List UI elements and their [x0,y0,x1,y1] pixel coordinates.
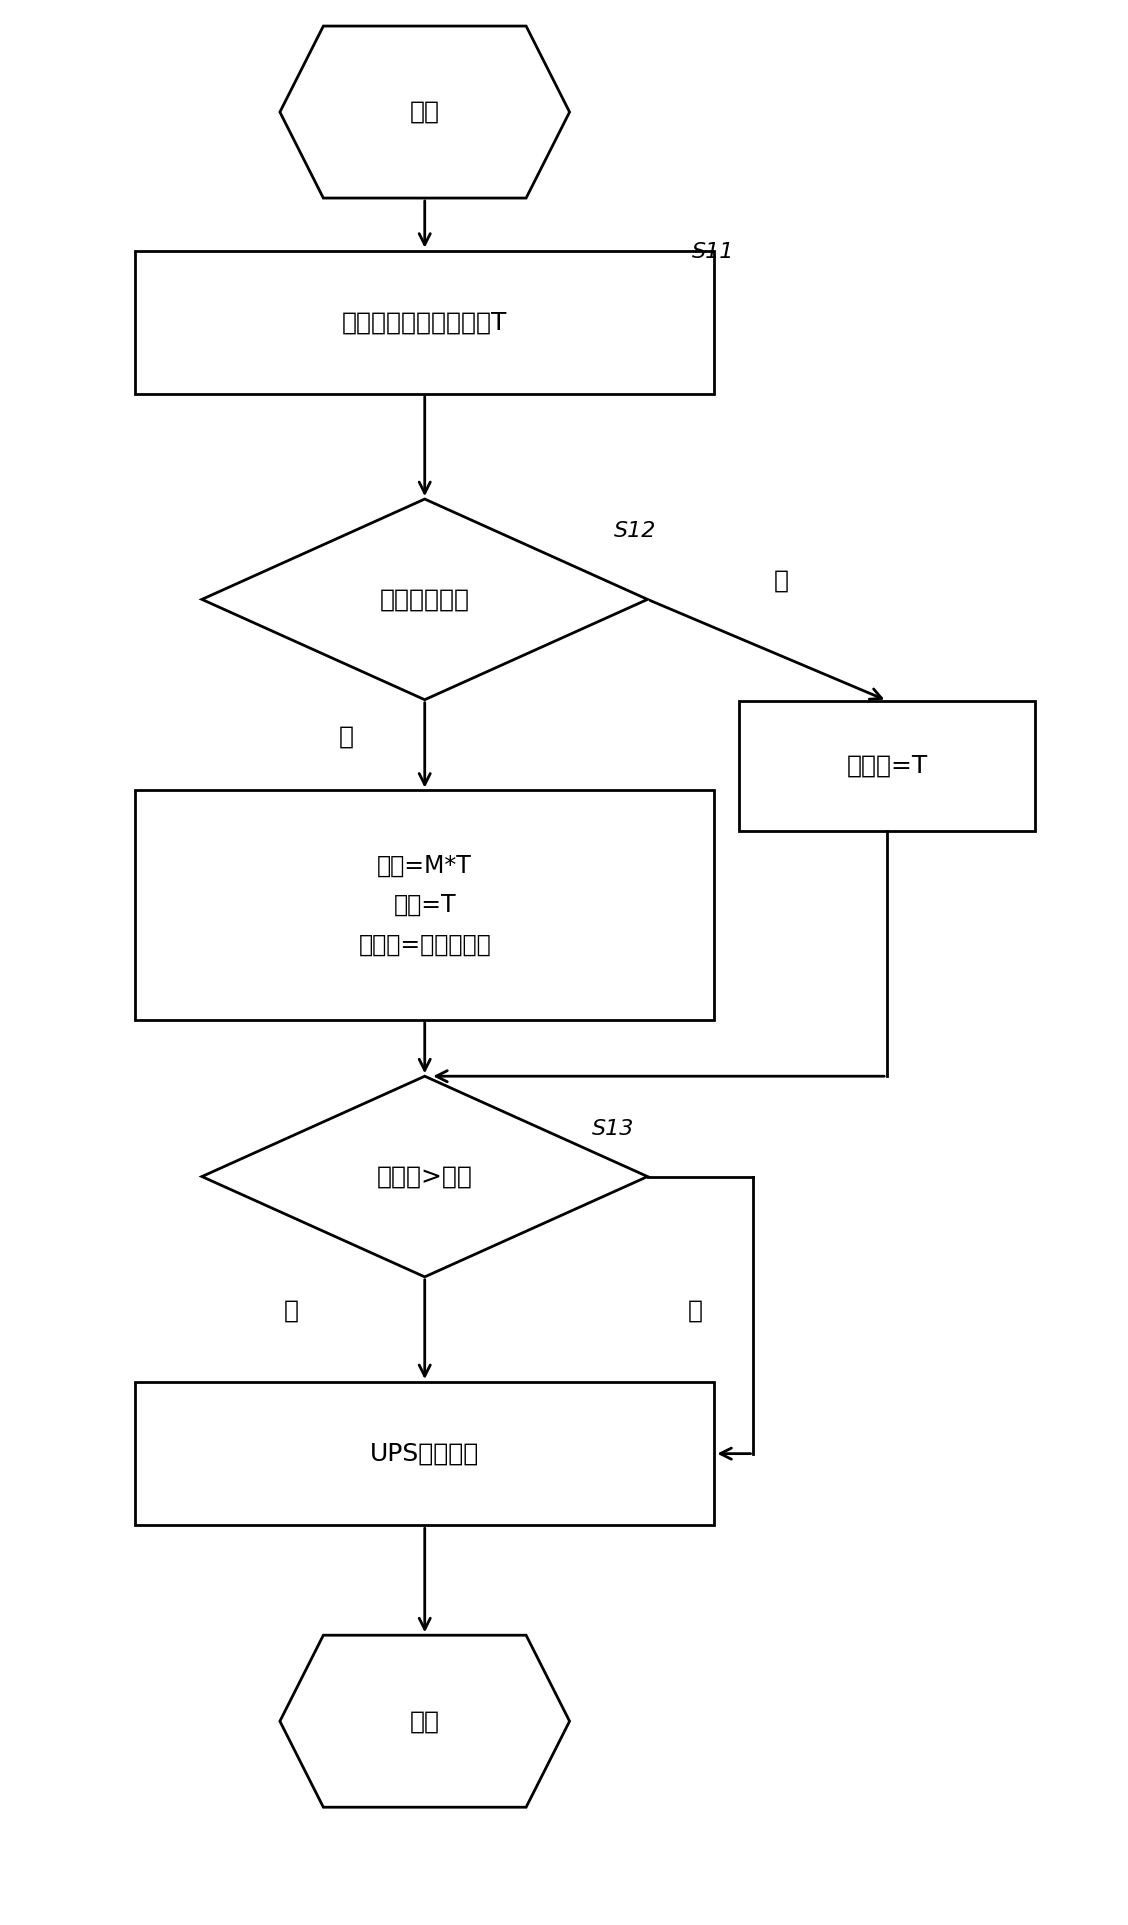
Polygon shape [280,27,570,198]
Polygon shape [202,1076,647,1276]
Text: 否: 否 [340,726,354,749]
Text: 输入量=T: 输入量=T [846,755,927,778]
Polygon shape [280,1634,570,1808]
Text: 开始: 开始 [409,100,440,123]
Text: 是: 是 [774,568,788,593]
Text: 检测开关管的当前温度T: 检测开关管的当前温度T [342,310,508,335]
Text: 输入量>阈值: 输入量>阈值 [377,1165,473,1188]
Text: 阈值=M*T
回差=T
输入量=第一预设值: 阈值=M*T 回差=T 输入量=第一预设值 [359,855,491,957]
Text: S12: S12 [614,520,656,541]
Text: S13: S13 [592,1118,634,1140]
Text: S11: S11 [693,241,734,262]
FancyBboxPatch shape [135,250,714,395]
Text: 风机是否失效: 风机是否失效 [380,587,469,612]
Text: 否: 否 [688,1297,703,1322]
FancyBboxPatch shape [135,1382,714,1525]
Text: UPS过温保护: UPS过温保护 [370,1442,479,1465]
Text: 结束: 结束 [409,1709,440,1732]
Text: 是: 是 [283,1297,299,1322]
FancyBboxPatch shape [135,791,714,1020]
FancyBboxPatch shape [740,701,1034,830]
Polygon shape [202,499,647,699]
